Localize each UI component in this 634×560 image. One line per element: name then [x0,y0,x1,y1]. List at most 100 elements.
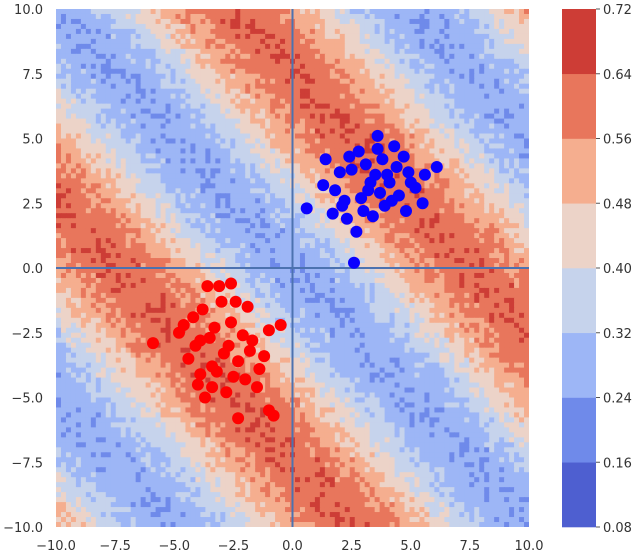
heatmap-cell [324,243,331,249]
heatmap-cell [499,23,505,30]
heatmap-cell [469,163,475,169]
heatmap-cell [220,53,226,60]
heatmap-cell [220,123,226,130]
heatmap-cell [419,18,426,25]
heatmap-cell [439,178,445,184]
heatmap-cell [299,138,306,145]
heatmap-cell [265,178,271,184]
heatmap-cell [464,13,470,20]
heatmap-cell [494,18,500,25]
heatmap-cell [260,253,266,259]
heatmap-cell [105,113,112,120]
heatmap-cell [260,48,266,55]
heatmap-cell [245,18,251,25]
heatmap-cell [190,13,197,20]
heatmap-cell [394,263,401,269]
heatmap-cell [80,63,87,70]
heatmap-cell [165,183,172,189]
heatmap-cell [250,238,256,244]
heatmap-cell [304,183,311,189]
heatmap-cell [85,263,92,269]
heatmap-cell [225,98,231,105]
heatmap-cell [384,218,391,224]
heatmap-cell [519,108,525,115]
heatmap-cell [115,148,122,155]
heatmap-cell [115,223,122,229]
heatmap-cell [329,223,336,229]
heatmap-cell [429,183,435,189]
heatmap-cell [384,133,391,140]
heatmap-cell [130,148,137,155]
heatmap-cell [449,118,455,125]
heatmap-cell [419,238,426,244]
heatmap-cell [145,158,152,164]
heatmap-cell [379,118,386,125]
heatmap-cell [90,78,97,85]
heatmap-cell [125,123,132,130]
heatmap-cell [394,118,401,125]
heatmap-cell [329,88,336,95]
heatmap-cell [175,138,182,145]
heatmap-cell [115,118,122,125]
heatmap-cell [414,148,421,155]
heatmap-cell [90,173,97,179]
heatmap-cell [250,68,256,75]
heatmap-cell [359,83,366,90]
heatmap-cell [190,28,197,35]
heatmap-cell [304,133,311,140]
heatmap-cell [85,98,92,105]
heatmap-cell [265,248,271,254]
heatmap-cell [524,253,529,259]
heatmap-cell [270,28,276,35]
heatmap-cell [424,248,431,254]
heatmap-cell [329,63,336,70]
heatmap-cell [524,203,529,209]
heatmap-cell [220,28,226,35]
heatmap-cell [90,178,97,184]
heatmap-cell [65,63,72,70]
heatmap-cell [115,188,122,194]
heatmap-cell [56,228,62,234]
heatmap-cell [514,203,520,209]
heatmap-cell [105,33,112,40]
heatmap-cell [60,168,67,174]
heatmap-cell [190,223,197,229]
heatmap-cell [230,118,236,125]
heatmap-cell [125,133,132,140]
heatmap-cell [65,148,72,155]
heatmap-cell [56,123,62,130]
heatmap-cell [245,38,251,45]
heatmap-cell [95,148,102,155]
heatmap-cell [275,218,281,224]
heatmap-cell [75,143,82,150]
heatmap-cell [165,238,172,244]
heatmap-cell [280,118,286,125]
heatmap-cell [265,173,271,179]
heatmap-cell [484,9,490,15]
heatmap-cell [314,98,321,105]
heatmap-cell [354,63,361,70]
heatmap-cell [150,198,157,204]
heatmap-cell [175,243,182,249]
heatmap-cell [384,113,391,120]
heatmap-cell [519,118,525,125]
heatmap-cell [180,203,187,209]
heatmap-cell [334,103,341,110]
heatmap-cell [369,228,376,234]
heatmap-cell [364,248,371,254]
heatmap-cell [195,258,201,264]
heatmap-cell [304,28,311,35]
heatmap-cell [439,128,445,135]
heatmap-cell [70,268,77,274]
heatmap-cell [125,253,132,259]
heatmap-cell [524,188,529,194]
heatmap-cell [484,223,490,229]
heatmap-cell [250,253,256,259]
heatmap-cell [135,93,142,100]
heatmap-cell [265,218,271,224]
heatmap-cell [494,198,500,204]
heatmap-cell [105,63,112,70]
heatmap-cell [514,193,520,199]
heatmap-cell [414,53,421,60]
heatmap-cell [75,218,82,224]
